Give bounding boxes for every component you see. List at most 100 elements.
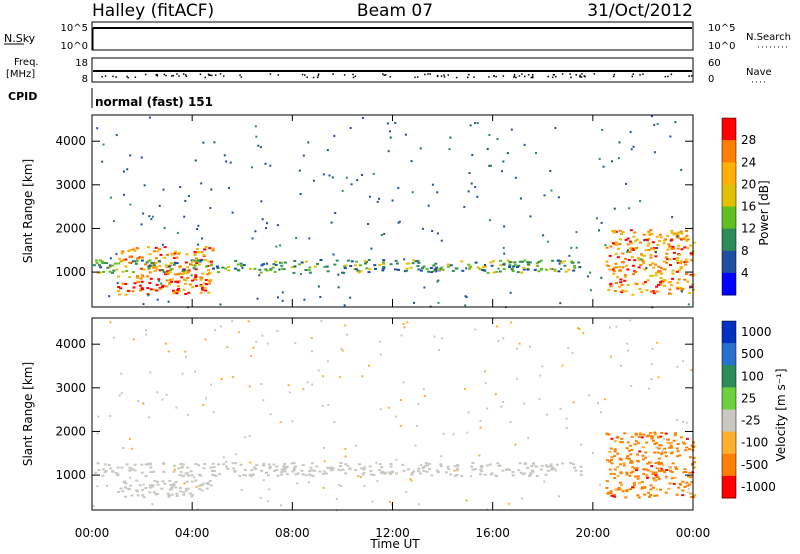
- scatter-cell: [453, 469, 456, 472]
- data-cell: [657, 478, 661, 480]
- data-cell: [666, 258, 669, 261]
- data-cell: [151, 485, 155, 488]
- scatter-cell: [686, 491, 689, 494]
- nave-dot: [382, 73, 384, 75]
- data-cell: [200, 259, 204, 262]
- data-cell: [168, 488, 172, 491]
- data-cell: [112, 269, 116, 272]
- scatter-cell: [681, 290, 683, 293]
- scatter-cell: [237, 331, 240, 334]
- data-cell: [675, 286, 679, 289]
- data-cell: [681, 237, 685, 240]
- data-cell: [625, 457, 629, 460]
- data-cell: [154, 246, 158, 249]
- data-cell: [252, 466, 256, 469]
- data-cell: [274, 260, 278, 263]
- scatter-cell: [354, 444, 357, 447]
- data-cell: [633, 467, 637, 470]
- data-cell: [175, 492, 179, 495]
- data-cell: [614, 488, 618, 491]
- data-cell: [664, 475, 668, 478]
- scatter-cell: [376, 200, 379, 203]
- scatter-cell: [156, 391, 159, 394]
- nave-dot: [144, 73, 147, 76]
- scatter-cell: [175, 406, 178, 409]
- data-cell: [653, 494, 657, 497]
- data-cell: [649, 435, 653, 438]
- data-cell: [382, 262, 386, 265]
- data-cell: [540, 464, 544, 467]
- data-cell: [175, 292, 179, 295]
- scatter-cell: [436, 280, 439, 283]
- cpid-value: normal (fast) 151: [95, 95, 213, 109]
- scatter-cell: [226, 346, 229, 349]
- scatter-cell: [406, 321, 409, 324]
- data-cell: [447, 467, 451, 470]
- data-cell: [649, 488, 653, 491]
- data-cell: [169, 262, 173, 264]
- data-cell: [526, 263, 530, 266]
- data-cell: [618, 229, 622, 232]
- data-cell: [217, 463, 220, 466]
- data-cell: [629, 242, 633, 245]
- data-cell: [182, 288, 186, 291]
- data-cell: [653, 451, 657, 454]
- scatter-cell: [302, 388, 305, 391]
- data-cell: [189, 470, 193, 473]
- data-cell: [144, 487, 148, 489]
- data-cell: [644, 451, 648, 454]
- data-cell: [667, 487, 671, 490]
- data-cell: [92, 264, 96, 267]
- scatter-cell: [129, 203, 132, 206]
- nave-dot: [211, 74, 213, 77]
- data-cell: [446, 465, 450, 468]
- scatter-cell: [375, 461, 378, 464]
- data-cell: [156, 250, 160, 253]
- data-cell: [640, 486, 644, 489]
- data-cell: [335, 259, 339, 262]
- data-cell: [639, 264, 643, 267]
- data-cell: [650, 232, 654, 235]
- scatter-cell: [317, 369, 320, 372]
- scatter-cell: [150, 218, 153, 221]
- nave-dot: [521, 73, 523, 75]
- data-cell: [620, 437, 624, 440]
- data-cell: [99, 259, 102, 262]
- scatter-cell: [488, 134, 491, 136]
- scatter-cell: [467, 190, 470, 193]
- x-axis-label: Time UT: [369, 537, 420, 551]
- data-cell: [611, 268, 615, 271]
- data-cell: [138, 284, 142, 287]
- data-cell: [632, 235, 636, 238]
- data-cell: [369, 473, 373, 476]
- scatter-cell: [254, 125, 257, 128]
- nave-dot: [352, 76, 355, 79]
- scatter-cell: [132, 338, 135, 341]
- data-cell: [610, 456, 614, 459]
- data-cell: [621, 266, 625, 269]
- data-cell: [645, 435, 649, 438]
- data-cell: [164, 264, 168, 267]
- scatter-cell: [195, 485, 198, 488]
- data-cell: [209, 484, 213, 487]
- data-cell: [416, 259, 420, 262]
- data-cell: [255, 464, 259, 467]
- data-cell: [637, 266, 641, 269]
- scatter-cell: [674, 121, 677, 124]
- data-cell: [631, 461, 634, 464]
- data-cell: [620, 441, 624, 444]
- data-cell: [117, 290, 120, 293]
- data-cell: [179, 470, 183, 473]
- data-cell: [635, 238, 639, 241]
- data-cell: [140, 256, 144, 259]
- nave-dot: [552, 74, 555, 76]
- scatter-cell: [389, 136, 392, 139]
- nave-dot: [561, 73, 564, 75]
- data-cell: [211, 462, 215, 465]
- data-cell: [432, 264, 436, 267]
- data-cell: [605, 246, 609, 249]
- data-cell: [177, 280, 181, 283]
- colorbar-tick-label: -25: [741, 414, 761, 428]
- data-cell: [663, 471, 667, 474]
- data-cell: [632, 273, 635, 276]
